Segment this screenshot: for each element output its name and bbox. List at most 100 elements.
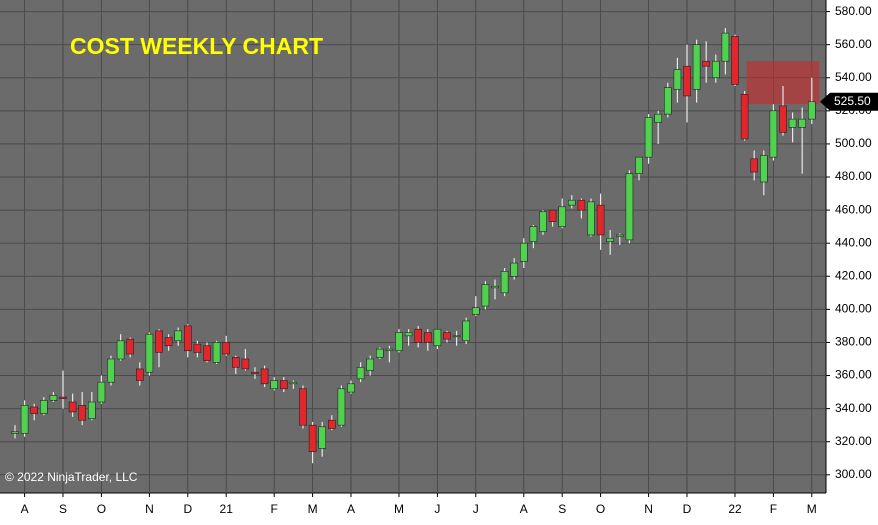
candle-body <box>145 333 154 373</box>
x-tick-label: N <box>644 502 653 516</box>
candle-body <box>798 118 807 128</box>
candle-body <box>184 325 192 352</box>
candle-body <box>20 405 29 434</box>
candle-body <box>136 368 144 381</box>
candle-body <box>385 348 394 352</box>
candle-body <box>635 156 643 175</box>
candle-body <box>78 405 86 421</box>
candle-body <box>222 342 230 355</box>
candle-body <box>663 87 672 115</box>
candle-body <box>452 335 461 338</box>
candle-body <box>769 110 778 158</box>
candle-body <box>673 69 682 90</box>
candle-body <box>289 381 298 385</box>
candle-body <box>88 401 96 419</box>
candle-body <box>481 284 490 307</box>
candle-body <box>577 199 586 211</box>
y-tick-label: 480.00 <box>835 169 872 183</box>
x-tick-label: M <box>807 502 817 516</box>
x-tick-label: M <box>394 502 404 516</box>
candle-body <box>318 426 327 449</box>
x-tick-label: S <box>59 502 67 516</box>
chart-title: COST WEEKLY CHART <box>70 33 323 59</box>
candle-body <box>404 332 413 337</box>
candle-body <box>97 381 106 403</box>
candle-body <box>203 345 211 361</box>
candle-body <box>212 342 221 363</box>
x-tick-label: S <box>558 502 566 516</box>
candle-body <box>702 60 711 67</box>
x-tick-label: D <box>683 502 692 516</box>
y-tick-label: 540.00 <box>835 70 872 84</box>
x-tick-label: 22 <box>728 502 742 516</box>
candle-body <box>279 380 288 390</box>
y-tick-label: 420.00 <box>835 268 872 282</box>
candle-body <box>433 328 442 347</box>
x-tick-label: N <box>145 502 154 516</box>
y-tick-label: 400.00 <box>835 302 872 316</box>
candle-body <box>750 158 759 173</box>
candle-body <box>721 32 730 62</box>
candle-body <box>625 173 634 241</box>
candle-body <box>299 388 307 426</box>
candle-body <box>241 358 250 370</box>
x-tick-label: D <box>183 502 192 516</box>
x-tick-label: J <box>473 502 479 516</box>
candle-body <box>347 383 355 393</box>
candle-body <box>519 242 528 262</box>
candle-body <box>107 358 115 383</box>
candle-body <box>558 206 567 227</box>
y-tick-label: 340.00 <box>835 401 872 415</box>
candle-body <box>740 93 749 140</box>
candle-body <box>500 271 509 294</box>
candle-body <box>251 371 259 375</box>
candle-body <box>49 395 58 401</box>
candle-body <box>395 332 403 352</box>
candle-body <box>683 65 691 97</box>
y-tick-label: 360.00 <box>835 368 872 382</box>
candle-body <box>164 337 173 347</box>
candle-body <box>308 424 317 452</box>
x-tick-label: O <box>97 502 106 516</box>
candle-body <box>155 330 163 353</box>
y-tick-label: 440.00 <box>835 235 872 249</box>
candle-body <box>462 320 471 342</box>
candle-body <box>731 36 739 85</box>
candle-body <box>711 60 720 79</box>
candle-body <box>270 380 279 390</box>
candle-body <box>11 431 19 434</box>
candle-body <box>30 406 39 414</box>
y-tick-label: 500.00 <box>835 136 872 150</box>
plot-background <box>0 0 826 493</box>
y-tick-label: 380.00 <box>835 335 872 349</box>
candle-body <box>654 113 663 123</box>
x-tick-label: 21 <box>220 502 234 516</box>
candle-body <box>59 396 67 400</box>
candle-body <box>174 330 182 342</box>
candle-body <box>356 366 365 380</box>
candle-body <box>443 332 451 340</box>
y-tick-label: 460.00 <box>835 202 872 216</box>
candle-body <box>260 368 269 385</box>
candle-body <box>788 118 797 128</box>
last-price-flag <box>820 92 878 111</box>
x-tick-label: A <box>21 502 29 516</box>
candle-body <box>193 343 202 353</box>
y-tick-label: 320.00 <box>835 434 872 448</box>
candle-body <box>606 237 615 242</box>
candle-body <box>615 234 624 237</box>
candle-body <box>596 204 605 236</box>
y-tick-label: 300.00 <box>835 467 872 481</box>
candle-body <box>232 357 240 368</box>
candle-body <box>126 338 134 355</box>
candle-body <box>423 332 432 343</box>
x-tick-label: F <box>271 502 278 516</box>
candle-body <box>644 117 653 158</box>
candle-body <box>759 155 768 183</box>
candle-body <box>366 358 375 371</box>
candle-body <box>529 226 538 242</box>
candle-body <box>375 348 384 358</box>
y-tick-label: 560.00 <box>835 37 872 51</box>
candle-body <box>510 262 519 277</box>
